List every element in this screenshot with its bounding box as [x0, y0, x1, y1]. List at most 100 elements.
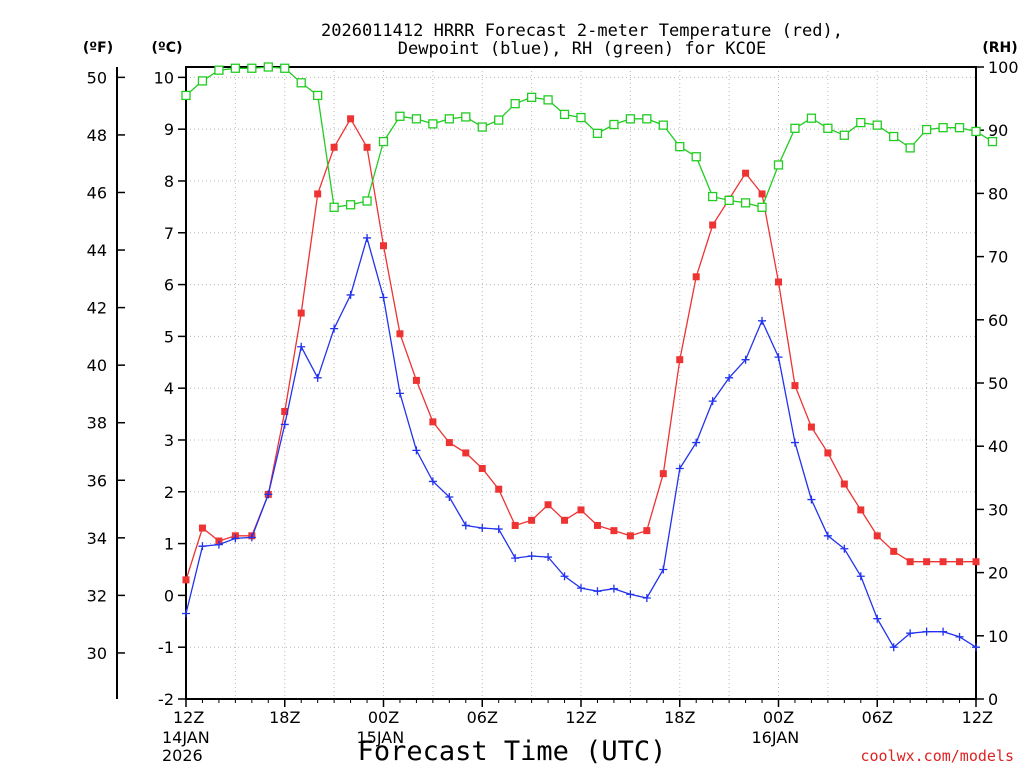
data-point-open-square	[543, 95, 553, 105]
data-point-square	[281, 407, 289, 415]
data-point-plus	[560, 572, 569, 581]
data-point-open-square	[329, 202, 339, 212]
data-point-plus	[741, 355, 750, 364]
data-point-open-square	[987, 136, 998, 147]
data-point-open-square	[428, 119, 438, 129]
rh-tick-label: 70	[988, 248, 1008, 267]
data-point-plus	[379, 293, 388, 302]
data-point-open-square	[461, 112, 471, 122]
celsius-tick-label: 4	[164, 379, 174, 398]
data-point-open-square	[625, 114, 636, 124]
data-point-square	[297, 309, 305, 317]
x-tick-label: 00Z	[368, 708, 399, 727]
data-point-plus	[972, 643, 980, 652]
data-point-square	[511, 521, 519, 529]
data-point-square	[659, 470, 667, 478]
rh-tick-label: 0	[988, 690, 998, 709]
data-point-open-square	[806, 113, 817, 123]
data-point-plus	[609, 584, 618, 593]
data-point-open-square	[280, 63, 290, 73]
data-point-square	[972, 558, 980, 566]
data-point-square	[923, 558, 931, 566]
data-point-square	[906, 558, 914, 566]
data-point-open-square	[526, 92, 537, 102]
data-point-open-square	[921, 124, 932, 135]
data-point-square	[561, 516, 569, 524]
data-point-plus	[428, 477, 437, 486]
celsius-tick-label: 1	[164, 535, 174, 554]
data-point-open-square	[757, 202, 767, 212]
fahrenheit-tick-label: 38	[87, 414, 107, 433]
data-point-square	[626, 532, 634, 540]
data-point-open-square	[214, 65, 224, 75]
series-dewpoint	[182, 233, 980, 652]
series-relative-humidity	[181, 62, 998, 212]
data-point-plus	[198, 542, 207, 551]
data-point-plus	[231, 534, 240, 543]
data-point-plus	[906, 629, 915, 638]
data-point-plus	[412, 446, 421, 455]
data-point-plus	[774, 353, 783, 362]
rh-tick-label: 50	[988, 374, 1008, 393]
data-point-open-square	[823, 123, 833, 133]
data-point-open-square	[411, 114, 422, 124]
data-point-open-square	[247, 63, 257, 73]
data-point-open-square	[938, 123, 948, 133]
data-point-plus	[511, 554, 520, 563]
data-point-open-square	[839, 130, 849, 140]
data-point-square	[429, 418, 437, 426]
data-point-plus	[642, 593, 651, 602]
fahrenheit-tick-label: 50	[87, 68, 107, 87]
left-f-unit-label: (ºF)	[83, 40, 113, 56]
celsius-tick-label: -1	[158, 638, 174, 657]
rh-tick-label: 60	[988, 311, 1008, 330]
x-tick-label: 06Z	[862, 708, 893, 727]
data-point-plus	[280, 420, 289, 429]
x-axis-title: Forecast Time (UTC)	[358, 736, 667, 767]
data-point-open-square	[724, 195, 734, 206]
celsius-tick-label: 0	[164, 586, 174, 605]
data-point-plus	[445, 492, 454, 501]
data-point-square	[544, 501, 552, 509]
data-point-plus	[675, 464, 684, 473]
data-point-square	[593, 521, 601, 529]
x-date-label: 14JAN	[162, 728, 210, 747]
data-point-open-square	[395, 111, 405, 121]
data-point-open-square	[263, 62, 273, 72]
x-tick-label: 06Z	[467, 708, 498, 727]
data-point-square	[676, 356, 684, 364]
data-series	[181, 62, 998, 652]
data-point-open-square	[477, 122, 487, 132]
data-point-open-square	[559, 109, 570, 120]
data-point-open-square	[872, 120, 882, 130]
data-point-plus	[478, 524, 487, 533]
data-point-square	[610, 527, 618, 535]
rh-tick-label: 80	[988, 184, 1008, 203]
celsius-tick-label: 5	[164, 327, 174, 346]
data-point-open-square	[609, 119, 619, 130]
data-point-plus	[461, 521, 470, 530]
chart-title: 2026011412 HRRR Forecast 2-meter Tempera…	[321, 21, 843, 41]
data-point-open-square	[905, 143, 915, 153]
data-point-plus	[395, 389, 404, 398]
data-point-square	[478, 464, 486, 472]
data-point-open-square	[230, 63, 241, 73]
data-point-square	[412, 376, 420, 384]
data-point-open-square	[971, 126, 981, 137]
data-point-square	[890, 547, 898, 555]
data-point-open-square	[675, 141, 685, 152]
data-point-open-square	[313, 90, 323, 101]
data-point-plus	[790, 438, 799, 447]
data-point-square	[495, 485, 503, 493]
celsius-tick-label: 7	[164, 224, 174, 243]
data-point-plus	[494, 525, 503, 534]
data-point-square	[396, 330, 404, 338]
celsius-tick-label: -2	[158, 690, 174, 709]
data-point-square	[956, 558, 964, 566]
data-point-plus	[955, 632, 964, 641]
data-point-open-square	[592, 128, 603, 139]
x-tick-label: 12Z	[962, 708, 993, 727]
data-point-open-square	[181, 90, 191, 101]
data-point-square	[692, 273, 700, 281]
x-tick-label: 12Z	[173, 708, 204, 727]
